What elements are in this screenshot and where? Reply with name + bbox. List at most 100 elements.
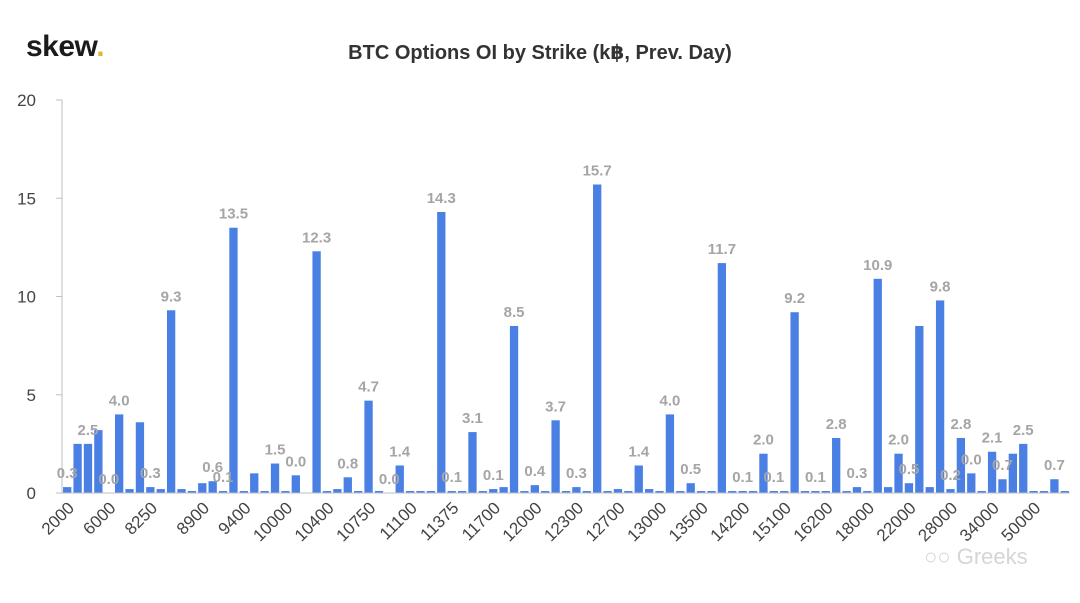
brand-logo: skew. <box>26 30 105 64</box>
bar <box>177 489 186 493</box>
bar <box>655 491 664 493</box>
x-tick-label: 13500 <box>665 498 712 545</box>
bar <box>759 453 768 493</box>
y-tick-label: 5 <box>27 386 36 405</box>
bar <box>967 473 976 493</box>
bar <box>561 491 571 493</box>
data-label: 0.0 <box>379 471 400 488</box>
data-label: 4.7 <box>358 379 379 396</box>
bar <box>437 212 446 493</box>
bar <box>478 491 488 493</box>
data-label: 4.0 <box>109 392 130 409</box>
bar <box>904 483 914 493</box>
bar <box>883 487 893 493</box>
data-label: 9.3 <box>161 288 182 305</box>
data-label: 0.3 <box>566 465 587 482</box>
chart-title: BTC Options OI by Strike (k฿, Prev. Day) <box>348 42 732 64</box>
y-axis: 0 5 10 15 20 <box>17 91 63 503</box>
bar <box>312 251 321 493</box>
bar <box>260 491 269 493</box>
bar <box>1050 479 1059 493</box>
bars <box>63 184 1069 493</box>
data-label: 3.1 <box>462 410 483 427</box>
bar <box>520 491 529 493</box>
bar <box>1060 491 1069 493</box>
bar <box>593 184 602 493</box>
bar <box>1019 443 1028 493</box>
x-tick-label: 9400 <box>215 498 255 538</box>
x-tick-label: 11100 <box>376 498 421 543</box>
data-label: 0.1 <box>763 469 784 486</box>
x-tick-label: 34000 <box>956 498 1003 545</box>
bar <box>416 491 425 493</box>
data-label: 2.0 <box>888 432 909 449</box>
y-tick-label: 20 <box>17 91 36 110</box>
data-label: 11.7 <box>708 241 736 258</box>
x-axis: 2000 6000 8250 8900 940010000104001075011100… <box>38 492 1070 545</box>
y-tick-label: 0 <box>27 484 36 503</box>
bar <box>603 491 612 493</box>
x-tick-label: 16200 <box>790 498 837 545</box>
bar <box>800 491 810 493</box>
bar <box>63 487 72 493</box>
data-label: 0.0 <box>285 453 306 470</box>
data-label: 13.5 <box>219 206 248 223</box>
data-label: 0.5 <box>898 461 919 478</box>
bar <box>1029 491 1038 493</box>
bar <box>717 263 727 493</box>
data-label: 0.7 <box>992 457 1013 474</box>
bar <box>665 414 675 493</box>
data-label: 9.8 <box>930 278 951 295</box>
data-label: 0.8 <box>337 455 358 472</box>
data-label: 0.3 <box>140 465 161 482</box>
data-label: 2.8 <box>826 416 847 433</box>
bar <box>374 491 384 493</box>
data-labels: 0.32.50.04.00.39.30.60.113.51.50.012.30.… <box>57 162 1065 488</box>
x-tick-label: 15100 <box>748 498 795 545</box>
bar <box>499 487 508 493</box>
data-label: 0.1 <box>213 469 234 486</box>
bar <box>1008 453 1018 493</box>
data-label: 0.1 <box>441 469 462 486</box>
data-label: 2.0 <box>753 432 774 449</box>
x-tick-label: 11700 <box>458 498 504 544</box>
x-tick-label: 12300 <box>540 498 587 545</box>
bar <box>239 491 249 493</box>
data-label: 0.1 <box>483 467 504 484</box>
bar <box>935 300 945 493</box>
bar <box>551 420 560 493</box>
bar <box>582 491 591 493</box>
data-label: 14.3 <box>427 190 456 207</box>
x-tick-label: 10750 <box>333 498 380 545</box>
bar <box>457 491 467 493</box>
data-label: 0.3 <box>57 465 78 482</box>
x-tick-label: 8900 <box>173 498 213 538</box>
bar <box>73 443 82 493</box>
bar <box>832 437 841 493</box>
bar <box>364 400 373 493</box>
x-tick-label: 50000 <box>998 498 1045 545</box>
bar <box>94 430 103 493</box>
brand-dot: . <box>96 30 105 63</box>
bar <box>676 491 685 493</box>
bar <box>187 491 197 493</box>
x-tick-label: 18000 <box>831 498 878 545</box>
wechat-icon: ○○ <box>924 544 951 569</box>
data-label: 0.7 <box>1044 457 1065 474</box>
bar <box>707 491 716 493</box>
data-label: 8.5 <box>504 304 525 321</box>
bar <box>530 485 539 493</box>
bar <box>146 487 155 493</box>
bar <box>208 481 217 493</box>
x-tick-label: 28000 <box>914 498 961 545</box>
data-label: 2.5 <box>78 422 99 439</box>
bar <box>447 491 456 493</box>
bar <box>686 483 695 493</box>
bar <box>125 489 134 493</box>
bar <box>166 310 176 493</box>
bar <box>780 491 789 493</box>
bar <box>696 491 706 493</box>
bar <box>925 487 934 493</box>
bar <box>114 414 124 493</box>
